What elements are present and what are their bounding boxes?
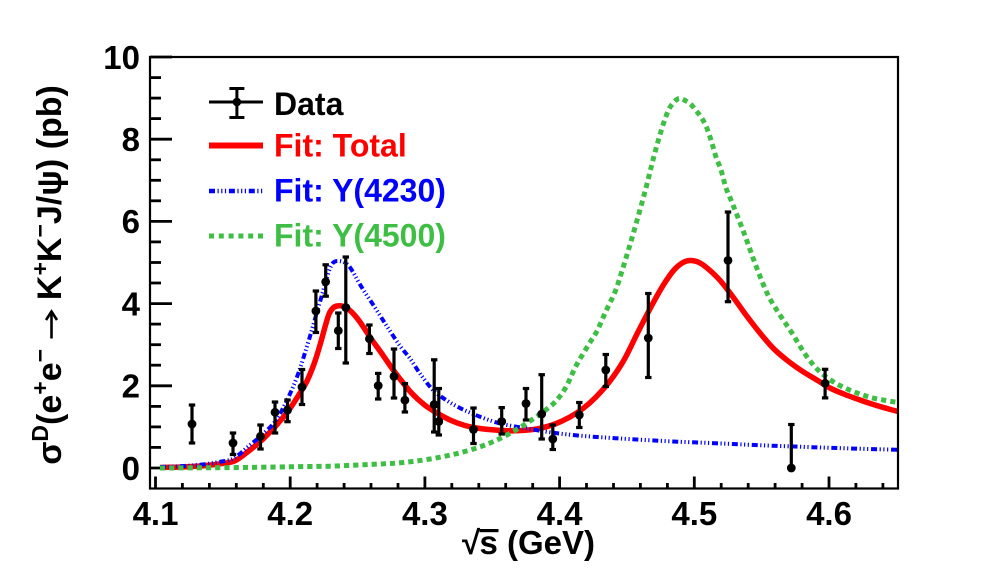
svg-text:K: K — [31, 237, 69, 262]
svg-text:4.4: 4.4 — [537, 495, 584, 532]
svg-text:6: 6 — [122, 203, 140, 240]
svg-text:4.1: 4.1 — [133, 495, 179, 532]
svg-text:2: 2 — [122, 368, 140, 405]
svg-text:Fit: Y(4230): Fit: Y(4230) — [274, 173, 446, 209]
svg-text:8: 8 — [122, 121, 140, 158]
svg-text:σ: σ — [31, 442, 69, 465]
svg-text:K: K — [31, 275, 69, 300]
svg-text:+: + — [27, 262, 53, 275]
svg-text:4.2: 4.2 — [267, 495, 313, 532]
svg-text:Fit: Total: Fit: Total — [274, 128, 407, 164]
svg-text:10: 10 — [103, 39, 140, 76]
svg-text:0: 0 — [122, 450, 140, 487]
svg-text:e: e — [31, 362, 69, 381]
svg-text:J/ψ) (pb): J/ψ) (pb) — [31, 85, 69, 224]
svg-text:4.6: 4.6 — [806, 495, 852, 532]
svg-text:4.5: 4.5 — [671, 495, 717, 532]
svg-text:4.3: 4.3 — [402, 495, 448, 532]
svg-text:Data: Data — [274, 86, 344, 122]
svg-text:−: − — [27, 349, 53, 362]
svg-text:4: 4 — [122, 285, 141, 322]
svg-text:√: √ — [462, 524, 481, 561]
svg-text:Fit: Y(4500): Fit: Y(4500) — [274, 218, 446, 254]
svg-text:−: − — [27, 224, 53, 237]
svg-text:D: D — [27, 425, 53, 442]
svg-text:(e: (e — [31, 395, 69, 425]
svg-text:+: + — [27, 381, 53, 394]
svg-text:s (GeV): s (GeV) — [480, 524, 596, 561]
